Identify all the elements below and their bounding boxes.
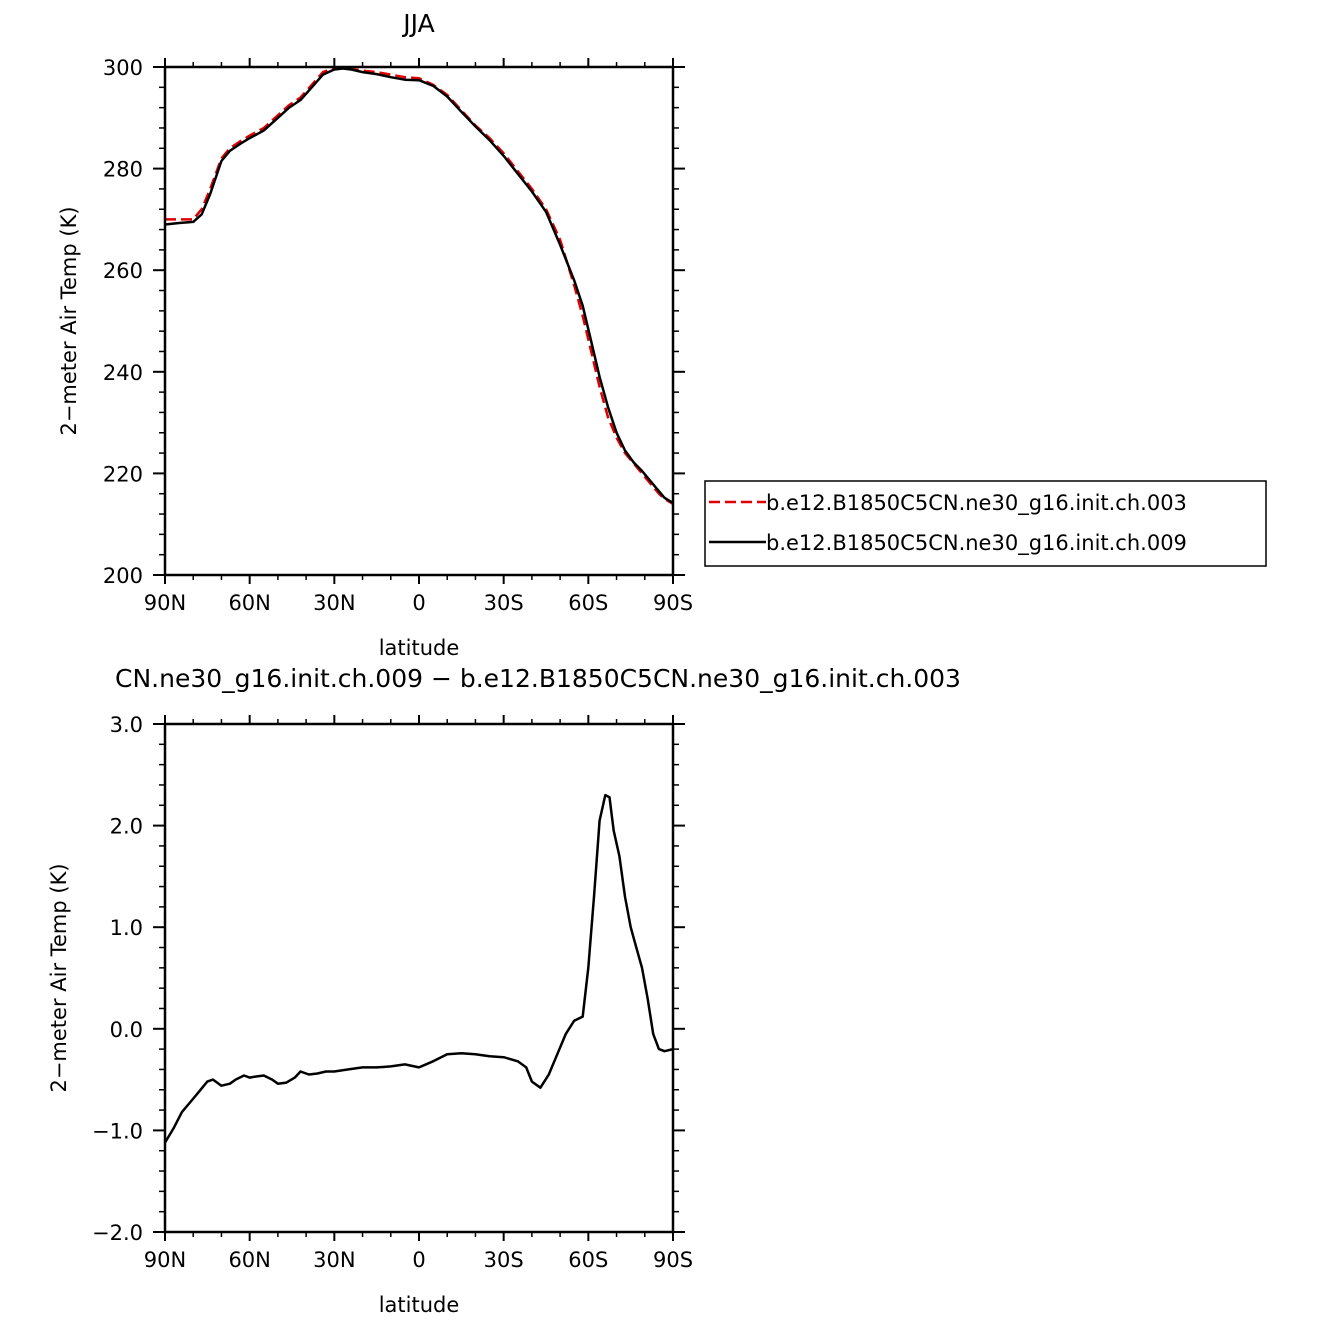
bottom-xtick-label: 30S	[484, 1248, 524, 1272]
bottom-ticks: 90N 60N 30N 0 30S 60S 90S −2.0 −1.0 0.0 1.0 2.0 3.0	[92, 713, 693, 1272]
bottom-ylabel: 2−meter Air Temp (K)	[47, 863, 71, 1092]
top-xlabel: latitude	[379, 636, 460, 660]
top-xtick-label: 0	[412, 591, 425, 615]
bottom-series-line-0	[163, 793, 674, 1144]
legend: b.e12.B1850C5CN.ne30_g16.init.ch.003 b.e…	[704, 480, 1267, 567]
bottom-xtick-label: 90N	[144, 1248, 186, 1272]
bottom-ytick-label: −2.0	[92, 1221, 143, 1245]
top-xtick-label: 90N	[144, 591, 186, 615]
bottom-ytick-label: 0.0	[110, 1018, 143, 1042]
bottom-series	[163, 793, 674, 1144]
bottom-plot-frame	[163, 722, 675, 1234]
legend-box	[704, 480, 1267, 567]
legend-label-series-009: b.e12.B1850C5CN.ne30_g16.init.ch.009	[766, 531, 1187, 556]
top-panel: JJA 90N 60N 30N 0 30S 60S 90S 200 220 240 260 280 30…	[57, 9, 693, 660]
bottom-xtick-label: 60S	[568, 1248, 608, 1272]
bottom-ytick-label: −1.0	[92, 1119, 143, 1143]
top-ytick-label: 200	[103, 564, 143, 588]
top-xtick-label: 30S	[484, 591, 524, 615]
top-ticks: 90N 60N 30N 0 30S 60S 90S 200 220 240 260 280 300	[103, 56, 693, 615]
top-ytick-label: 280	[103, 158, 143, 182]
bottom-ytick-label: 1.0	[110, 916, 143, 940]
top-xtick-label: 60N	[228, 591, 270, 615]
bottom-ytick-label: 3.0	[110, 713, 143, 737]
top-ytick-label: 300	[103, 56, 143, 80]
top-ytick-label: 240	[103, 361, 143, 385]
top-series-line-0	[165, 66, 674, 505]
top-xtick-label: 30N	[313, 591, 355, 615]
bottom-xtick-label: 90S	[653, 1248, 693, 1272]
bottom-ytick-label: 2.0	[110, 815, 143, 839]
bottom-xtick-label: 60N	[228, 1248, 270, 1272]
top-ylabel: 2−meter Air Temp (K)	[57, 206, 81, 435]
top-series-line-1	[164, 67, 674, 504]
bottom-xtick-label: 30N	[313, 1248, 355, 1272]
bottom-panel: CN.ne30_g16.init.ch.009 − b.e12.B1850C5C…	[47, 664, 961, 1317]
top-xtick-label: 90S	[653, 591, 693, 615]
bottom-xlabel: latitude	[379, 1293, 460, 1317]
top-xtick-label: 60S	[568, 591, 608, 615]
bottom-chart-title: CN.ne30_g16.init.ch.009 − b.e12.B1850C5C…	[115, 664, 961, 693]
top-plot-frame	[163, 65, 675, 577]
top-ytick-label: 220	[103, 462, 143, 486]
bottom-xtick-label: 0	[412, 1248, 425, 1272]
top-series	[164, 66, 674, 505]
top-chart-title: JJA	[401, 9, 434, 38]
top-ytick-label: 260	[103, 259, 143, 283]
legend-label-series-003: b.e12.B1850C5CN.ne30_g16.init.ch.003	[766, 491, 1187, 516]
